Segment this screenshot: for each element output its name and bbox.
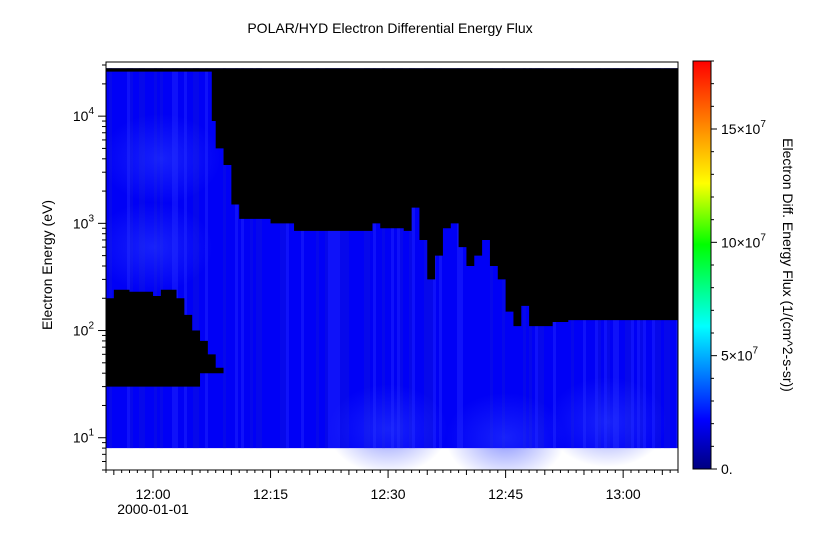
flux-column [280,68,283,449]
flux-hot-spot [328,384,449,470]
colorbar-tick-label: 10×107 [721,232,766,250]
colorbar: 0. 5×107 10×107 15×107 [692,60,766,477]
colorbar-gradient [693,61,711,469]
y-tick-label: 104 [73,106,95,124]
flux-column [241,68,244,449]
flux-column [460,68,463,449]
y-tick-label: 101 [73,428,95,446]
no-data-region-upper [106,68,678,327]
colorbar-tick-label: 15×107 [721,119,766,137]
no-data-region-lower [106,289,228,387]
y-tick-label: 103 [73,213,95,231]
x-tick-label: 12:00 [135,486,170,502]
flux-column [256,68,259,449]
flux-column [235,68,238,449]
flux-column [424,68,427,449]
flux-hot-spot [106,113,221,204]
flux-column [331,68,334,449]
flux-hot-spot [106,202,213,293]
x-tick-label: 12:45 [488,486,523,502]
flux-column [223,68,226,449]
flux-column [382,68,385,449]
flux-column [301,68,304,449]
flux-column [316,68,319,449]
flux-column [400,68,403,449]
x-tick-label: 12:30 [371,486,406,502]
flux-column [367,68,370,449]
flux-column [391,68,394,449]
flux-column [250,68,253,449]
flux-column [328,68,331,449]
x-tick-label: 13:00 [606,486,641,502]
flux-column [286,68,289,449]
flux-column [337,68,340,449]
flux-column [340,68,343,449]
flux-hot-spot [547,377,668,468]
flux-column [397,68,400,449]
flux-column [412,68,415,449]
y-axis: 101 102 103 104 [73,64,106,471]
flux-column [373,68,376,449]
x-date-label: 2000-01-01 [117,501,189,517]
y-axis-label: Electron Energy (eV) [39,200,55,330]
colorbar-label: Electron Diff. Energy Flux (1/(cm^2-s-sr… [780,138,796,392]
chart-title: POLAR/HYD Electron Differential Energy F… [247,20,532,36]
flux-column [409,68,412,449]
flux-hot-spot [445,392,566,470]
plot-area [106,62,678,470]
flux-column [439,68,442,449]
flux-column [457,68,460,449]
flux-column [343,68,346,449]
flux-column [334,68,337,449]
hot-spots [106,113,668,470]
flux-column [259,68,262,449]
flux-column [283,68,286,449]
colorbar-ticks: 0. 5×107 10×107 15×107 [711,60,766,477]
flux-column [364,68,367,449]
colorbar-tick-label: 5×107 [721,346,759,364]
x-tick-label: 12:15 [253,486,288,502]
flux-column [325,68,328,449]
colorbar-tick-label: 0. [721,461,733,477]
flux-column [346,68,349,449]
y-tick-label: 102 [73,321,95,339]
